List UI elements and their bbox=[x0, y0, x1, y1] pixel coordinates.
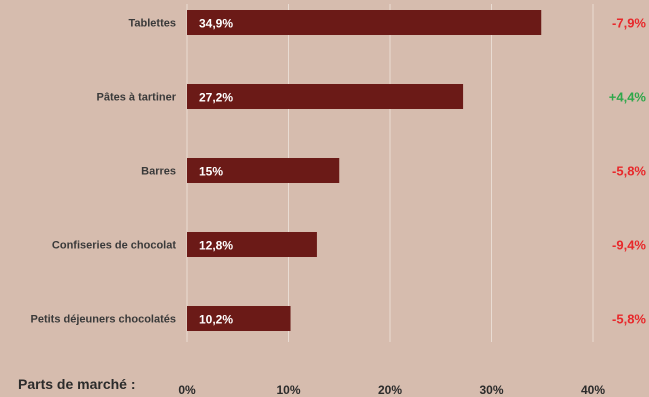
change-label: -9,4% bbox=[612, 238, 646, 253]
x-tick-label: 40% bbox=[581, 383, 605, 397]
labels: 0% 10% 20% 30% 40% Tablettes 34,9% -7,9% Pâtes à… bbox=[31, 16, 647, 397]
change-label: -5,8% bbox=[612, 312, 646, 327]
x-tick-label: 0% bbox=[178, 383, 196, 397]
category-label: Tablettes bbox=[129, 18, 176, 30]
bars bbox=[187, 10, 541, 331]
bar-value-label: 34,9% bbox=[199, 17, 233, 31]
x-tick-label: 20% bbox=[378, 383, 402, 397]
category-label: Confiseries de chocolat bbox=[52, 240, 176, 252]
x-axis-title: Parts de marché : bbox=[18, 376, 136, 392]
bar-value-label: 12,8% bbox=[199, 239, 233, 253]
category-label: Pâtes à tartiner bbox=[97, 92, 177, 104]
bar bbox=[187, 10, 541, 35]
category-label: Barres bbox=[141, 166, 176, 178]
bar-value-label: 10,2% bbox=[199, 313, 233, 327]
change-label: +4,4% bbox=[609, 90, 647, 105]
x-tick-label: 10% bbox=[276, 383, 300, 397]
change-label: -7,9% bbox=[612, 16, 646, 31]
change-label: -5,8% bbox=[612, 164, 646, 179]
bar-value-label: 15% bbox=[199, 165, 223, 179]
category-label: Petits déjeuners chocolatés bbox=[31, 314, 177, 326]
bar-value-label: 27,2% bbox=[199, 91, 233, 105]
x-tick-label: 30% bbox=[479, 383, 503, 397]
